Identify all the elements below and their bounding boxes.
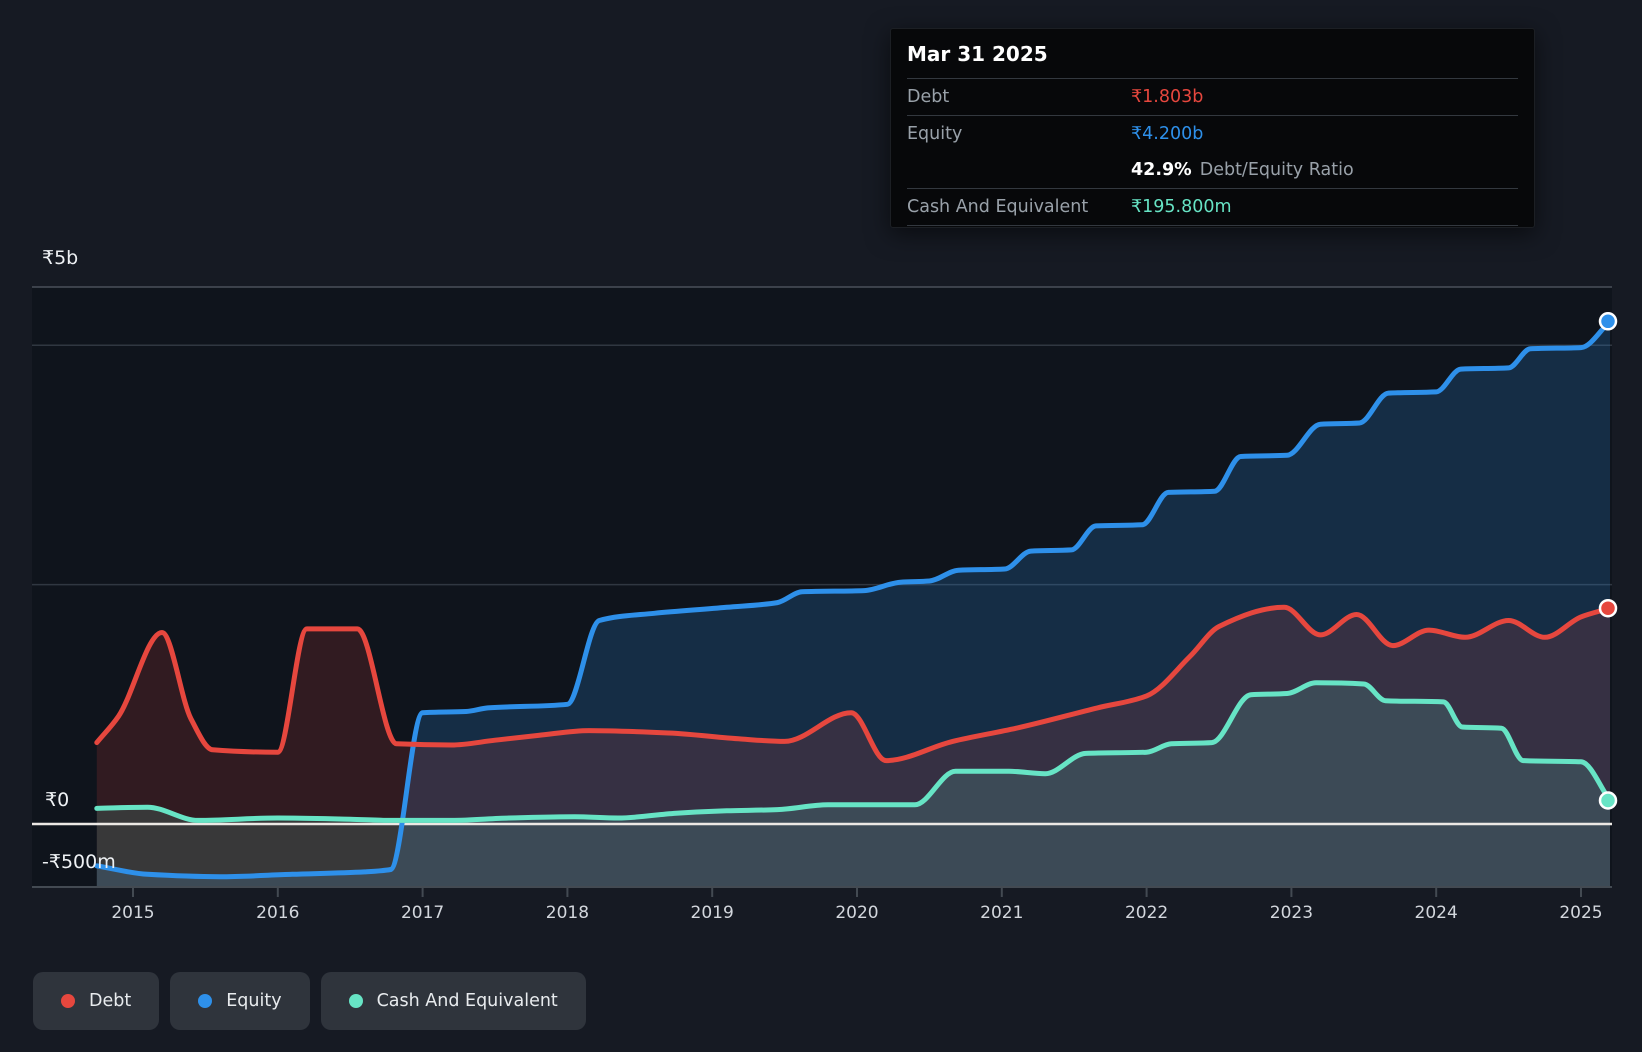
debt-area-fill <box>96 607 1610 887</box>
x-axis-year-label-2018: 2018 <box>545 903 590 923</box>
cash-line <box>94 680 1613 823</box>
x-axis-year-label-2024: 2024 <box>1414 903 1458 923</box>
legend-item-label: Cash And Equivalent <box>376 991 558 1011</box>
plot-background <box>32 287 1612 887</box>
y-axis-label-neg500m: -₹500m <box>42 851 116 873</box>
tooltip-row-debt: Debt ₹1.803b <box>907 78 1518 115</box>
x-axis-year-label-2015: 2015 <box>111 903 155 923</box>
debt-line <box>94 604 1613 764</box>
x-axis-year-label-2019: 2019 <box>690 903 734 923</box>
chart-tooltip: Mar 31 2025 Debt ₹1.803b Equity ₹4.200b … <box>890 28 1535 228</box>
tooltip-ratio-value: 42.9% <box>1131 160 1192 180</box>
tooltip-debt-value: ₹1.803b <box>1131 87 1204 107</box>
x-axis-year-label-2022: 2022 <box>1124 903 1169 923</box>
equity-line <box>94 318 1613 880</box>
cash-legend-dot <box>348 994 363 1008</box>
tooltip-row-ratio: 42.9% Debt/Equity Ratio <box>907 152 1518 188</box>
tooltip-equity-label: Equity <box>907 124 963 144</box>
tooltip-debt-label: Debt <box>907 87 950 107</box>
legend-item-cash[interactable]: Cash And Equivalent <box>320 972 586 1030</box>
equity-area-fill <box>96 321 1610 887</box>
debt-legend-dot <box>61 994 75 1008</box>
x-axis-year-label-2017: 2017 <box>400 903 445 923</box>
x-axis-year-label-2023: 2023 <box>1269 903 1314 923</box>
y-axis-label-5b: ₹5b <box>42 247 79 269</box>
legend-item-label: Debt <box>89 991 132 1011</box>
legend-item-label: Equity <box>226 991 282 1011</box>
x-axis-year-label-2016: 2016 <box>256 903 300 923</box>
tooltip-ratio-label: Debt/Equity Ratio <box>1199 160 1354 180</box>
legend-item-debt[interactable]: Debt <box>33 972 160 1030</box>
tooltip-row-equity: Equity ₹4.200b <box>907 115 1518 152</box>
y-axis-label-zero: ₹0 <box>45 789 70 811</box>
x-axis-year-label-2025: 2025 <box>1559 903 1603 923</box>
x-axis-year-label-2020: 2020 <box>835 903 879 923</box>
cash-area-fill <box>96 682 1610 887</box>
cash-endpoint-marker <box>1598 791 1618 810</box>
tooltip-date: Mar 31 2025 <box>907 41 1048 66</box>
legend-item-equity[interactable]: Equity <box>170 972 310 1030</box>
tooltip-cash-value: ₹195.800m <box>1131 197 1232 217</box>
equity-legend-dot <box>198 994 213 1008</box>
x-axis-year-label-2021: 2021 <box>980 903 1024 923</box>
debt-endpoint-marker <box>1598 598 1618 618</box>
tooltip-row-cash: Cash And Equivalent ₹195.800m <box>907 188 1518 226</box>
tooltip-equity-value: ₹4.200b <box>1131 124 1204 144</box>
tooltip-cash-label: Cash And Equivalent <box>907 197 1089 217</box>
equity-endpoint-marker <box>1598 312 1618 331</box>
chart-legend: Debt Equity Cash And Equivalent <box>33 972 597 1030</box>
